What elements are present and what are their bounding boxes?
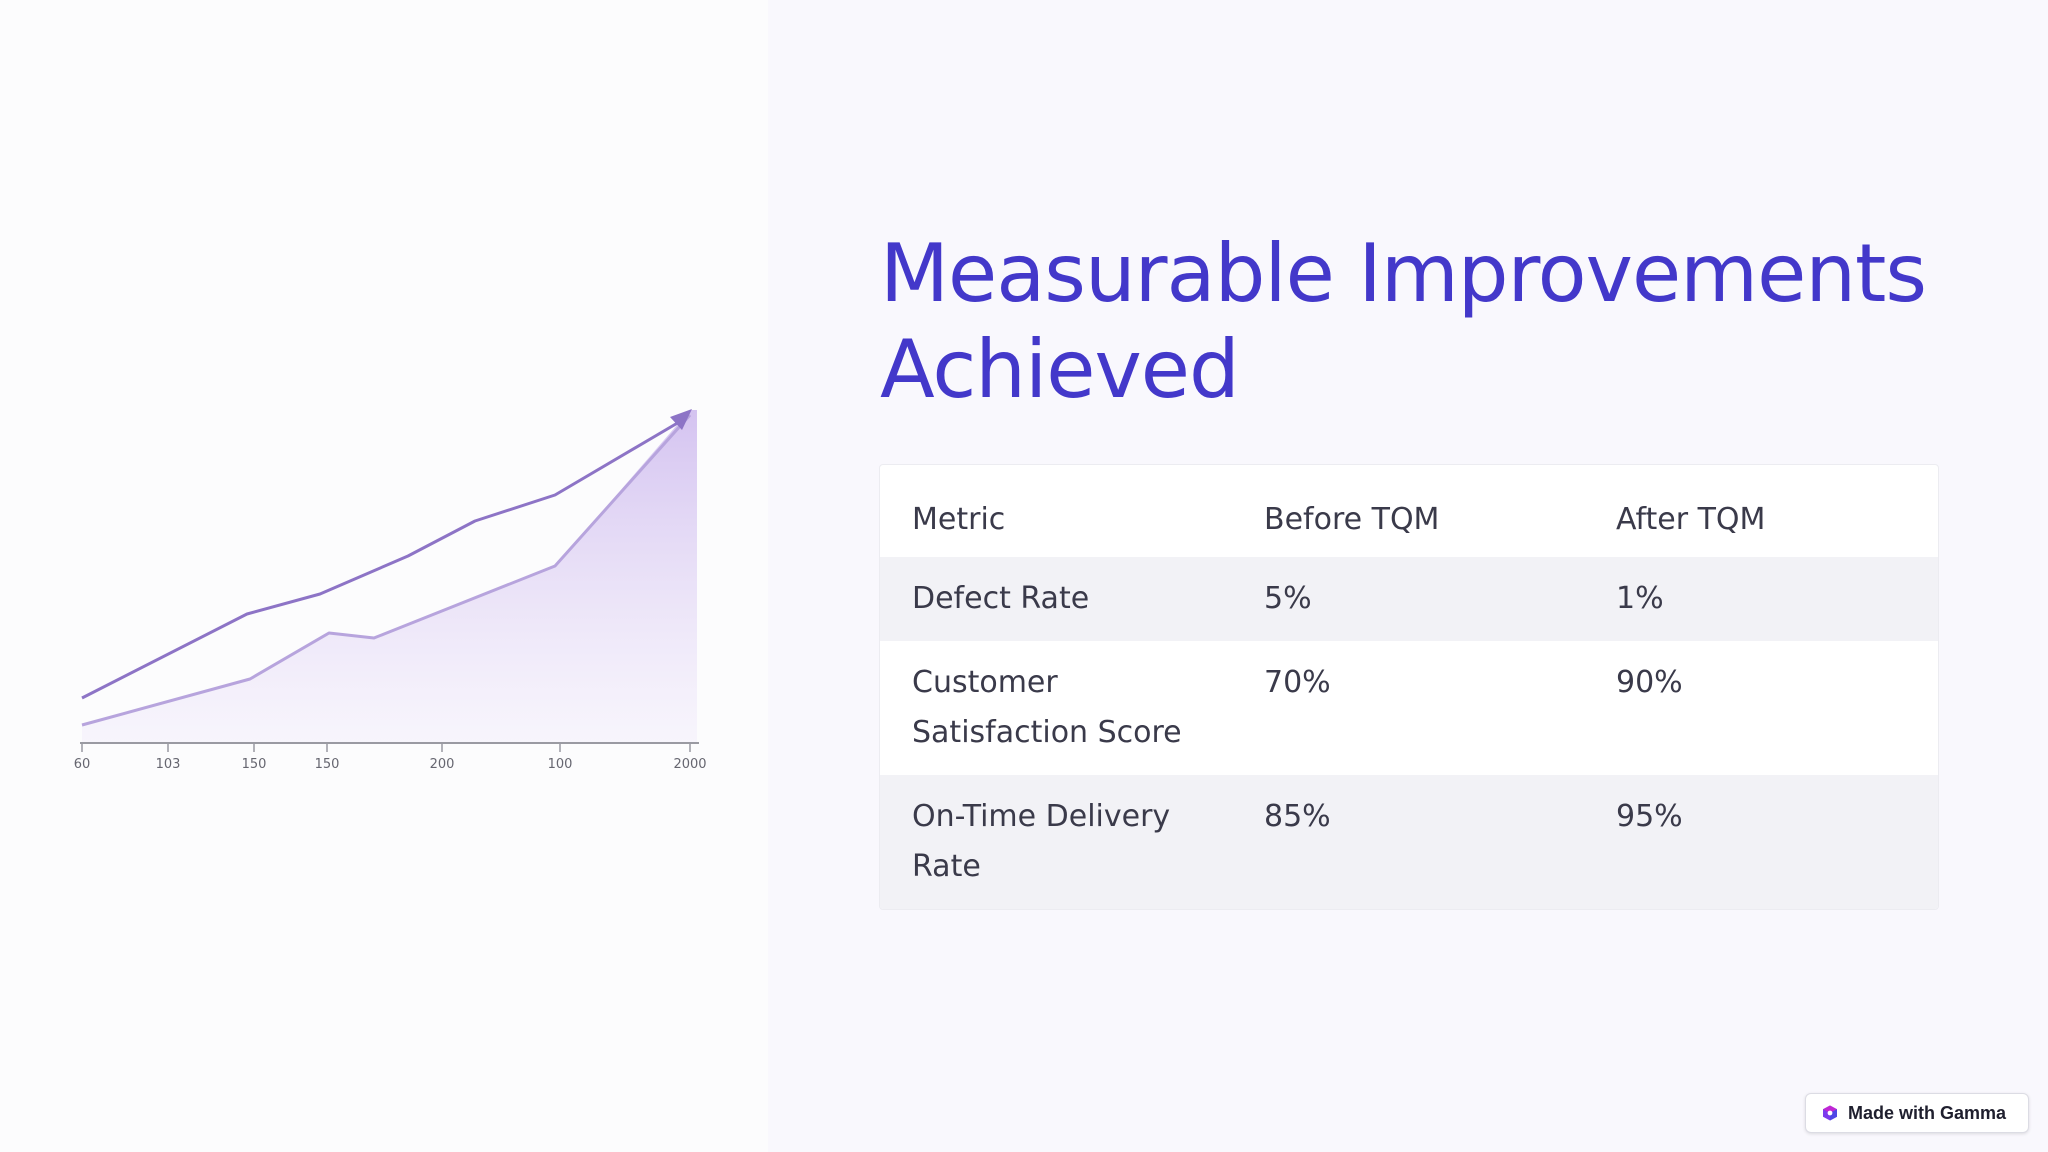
header-before-tqm: Before TQM xyxy=(1264,502,1440,537)
table-cell-after: 90% xyxy=(1616,665,1683,700)
table-row: Defect Rate 5% 1% xyxy=(880,557,1938,641)
x-tick-label: 2000 xyxy=(673,757,706,772)
x-tick-label: 100 xyxy=(548,757,573,772)
x-tick-label: 103 xyxy=(156,757,181,772)
x-tick-label: 150 xyxy=(242,757,267,772)
metrics-table-grid: Metric Before TQM After TQM Defect Rate … xyxy=(880,465,1938,909)
table-cell-before: 85% xyxy=(1264,799,1331,834)
metrics-table: Metric Before TQM After TQM Defect Rate … xyxy=(879,464,1939,910)
table-cell-metric: Customer Satisfaction Score xyxy=(912,665,1182,750)
illustration-panel: 60 103 150 150 200 100 2000 xyxy=(0,0,768,1152)
x-tick-label: 60 xyxy=(74,757,91,772)
chart-area-fill xyxy=(82,410,697,743)
table-header-row: Metric Before TQM After TQM xyxy=(880,465,1938,557)
table-cell-after: 1% xyxy=(1616,581,1664,616)
upper-trend-line xyxy=(81,416,687,700)
table-row: On-Time Delivery Rate 85% 95% xyxy=(880,775,1938,909)
table-cell-before: 70% xyxy=(1264,665,1331,700)
header-after-tqm: After TQM xyxy=(1616,502,1766,537)
made-with-gamma-badge[interactable]: Made with Gamma xyxy=(1805,1093,2029,1133)
up-right-arrow-icon xyxy=(670,409,692,430)
table-row: Customer Satisfaction Score 70% 90% xyxy=(880,641,1938,775)
header-metric: Metric xyxy=(912,502,1006,537)
x-tick-label: 200 xyxy=(430,757,455,772)
table-cell-metric: Defect Rate xyxy=(912,581,1090,616)
table-cell-after: 95% xyxy=(1616,799,1683,834)
table-cell-metric: On-Time Delivery Rate xyxy=(912,799,1171,884)
table-cell-before: 5% xyxy=(1264,581,1312,616)
badge-label: Made with Gamma xyxy=(1848,1102,2007,1123)
growth-chart-illustration: 60 103 150 150 200 100 2000 xyxy=(74,409,707,772)
slide-title: Measurable Improvements Achieved xyxy=(880,227,1927,416)
lower-trend-line xyxy=(81,414,692,727)
x-axis-ticks xyxy=(81,743,691,752)
gamma-logo-icon xyxy=(1823,1105,1837,1121)
x-tick-label: 150 xyxy=(315,757,340,772)
